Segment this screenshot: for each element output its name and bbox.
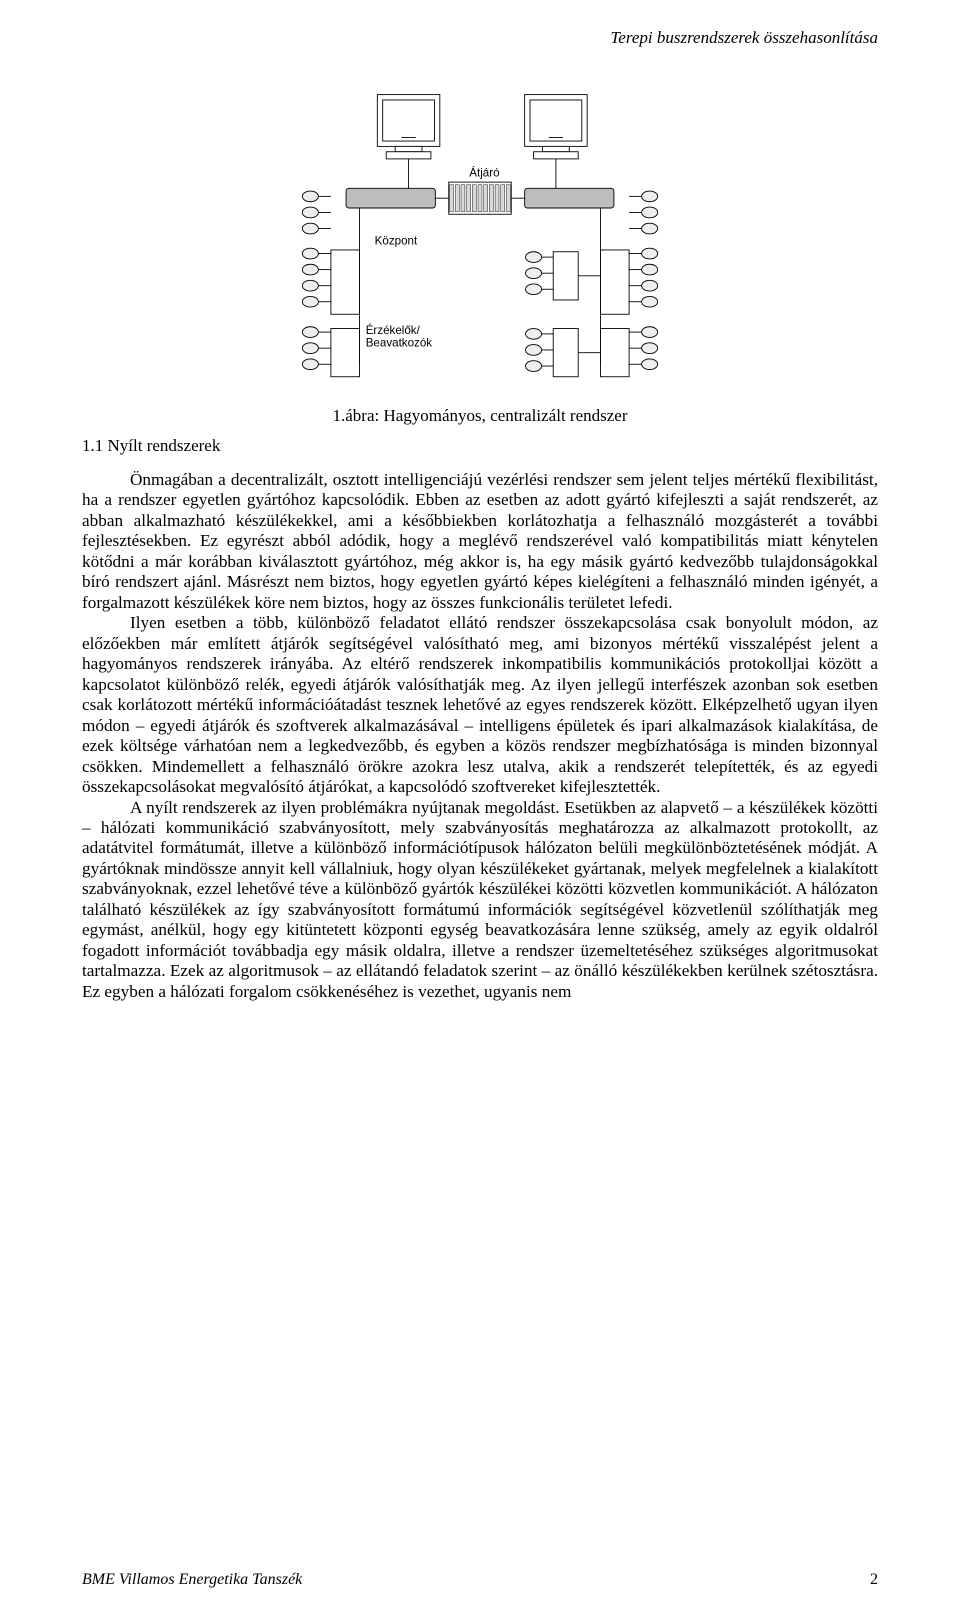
figure-caption: 1.ábra: Hagyományos, centralizált rendsz…: [82, 406, 878, 426]
svg-text:Beavatkozók: Beavatkozók: [366, 336, 433, 349]
svg-text:Átjáró: Átjáró: [469, 167, 499, 180]
svg-text:Központ: Központ: [375, 235, 418, 248]
paragraph: Ilyen esetben a több, különböző feladato…: [82, 613, 878, 797]
paragraph: A nyílt rendszerek az ilyen problémákra …: [82, 798, 878, 1003]
footer-page-number: 2: [870, 1571, 878, 1589]
section-heading: 1.1 Nyílt rendszerek: [82, 436, 878, 456]
body-text: Önmagában a decentralizált, osztott inte…: [82, 470, 878, 1002]
footer-left: BME Villamos Energetika Tanszék: [82, 1571, 302, 1589]
page-header: Terepi buszrendszerek összehasonlítása: [82, 28, 878, 48]
paragraph: Önmagában a decentralizált, osztott inte…: [82, 470, 878, 613]
figure-container: Átjáró Központ Érzékelők/Beavatkozók: [82, 68, 878, 398]
page-footer: BME Villamos Energetika Tanszék 2: [82, 1571, 878, 1589]
svg-text:Érzékelők/: Érzékelők/: [366, 324, 421, 337]
network-diagram: Átjáró Központ Érzékelők/Beavatkozók: [230, 68, 730, 398]
